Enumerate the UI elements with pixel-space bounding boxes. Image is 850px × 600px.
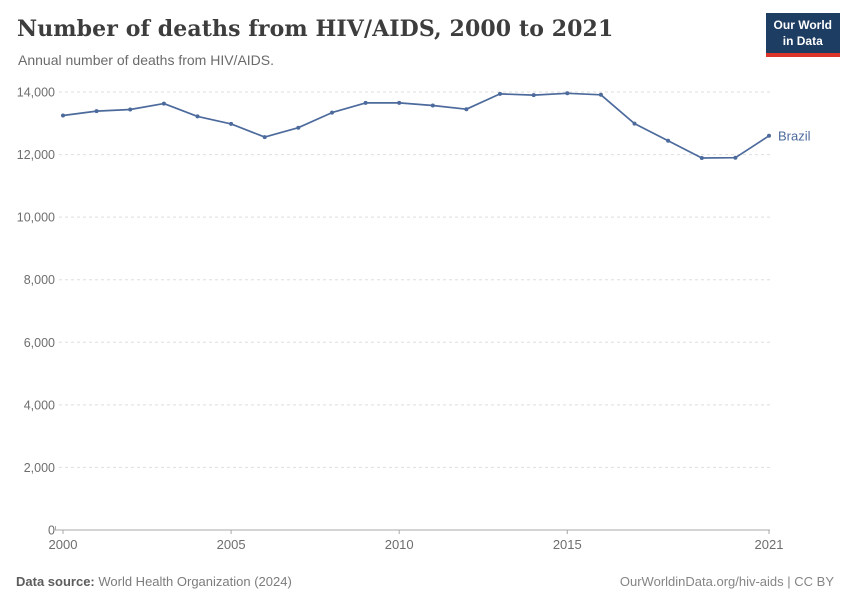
data-point[interactable] <box>430 103 435 108</box>
data-point[interactable] <box>733 155 738 160</box>
data-point[interactable] <box>767 133 771 138</box>
data-source: Data source: World Health Organization (… <box>16 574 292 589</box>
y-tick-label: 10,000 <box>17 211 55 225</box>
owid-logo[interactable]: Our World in Data <box>765 13 840 58</box>
y-tick-label: 12,000 <box>17 148 55 162</box>
owid-logo-line1: Our World <box>773 18 832 32</box>
data-point[interactable] <box>666 138 671 143</box>
data-point[interactable] <box>128 107 133 112</box>
data-point[interactable] <box>195 114 200 119</box>
data-point[interactable] <box>363 100 368 105</box>
y-tick-label: 2,000 <box>24 461 55 475</box>
data-point[interactable] <box>531 93 536 98</box>
data-point[interactable] <box>229 121 234 126</box>
data-point[interactable] <box>161 101 166 106</box>
data-point[interactable] <box>330 110 334 115</box>
data-source-value: World Health Organization (2024) <box>94 574 292 589</box>
series-line-brazil[interactable] <box>62 92 770 159</box>
data-point[interactable] <box>94 109 99 114</box>
series-end-label[interactable]: Brazil <box>778 128 811 143</box>
y-tick-label: 8,000 <box>24 273 55 287</box>
y-tick-label: 14,000 <box>17 86 55 100</box>
x-tick-label: 2000 <box>49 537 78 552</box>
y-tick-label: 6,000 <box>24 336 55 350</box>
data-point[interactable] <box>464 107 469 112</box>
page-title: Number of deaths from HIV/AIDS, 2000 to … <box>17 16 614 42</box>
x-tick-label: 2015 <box>553 537 582 552</box>
x-tick-label: 2010 <box>385 537 414 552</box>
data-point[interactable] <box>598 92 603 97</box>
data-point[interactable] <box>296 125 301 130</box>
footer: Data source: World Health Organization (… <box>16 574 834 589</box>
data-point[interactable] <box>699 156 704 160</box>
y-tick-label: 4,000 <box>24 398 55 412</box>
data-point[interactable] <box>565 91 570 96</box>
data-point[interactable] <box>262 135 267 140</box>
data-point[interactable] <box>397 100 402 105</box>
y-tick-label: 0 <box>48 524 55 538</box>
x-tick-label: 2005 <box>217 537 246 552</box>
x-tick-label: 2021 <box>755 537 784 552</box>
data-point[interactable] <box>632 121 637 126</box>
data-point[interactable] <box>61 113 65 118</box>
footer-link[interactable]: OurWorldinData.org/hiv-aids | CC BY <box>619 574 834 589</box>
owid-logo-line2: in Data <box>782 33 823 48</box>
data-point[interactable] <box>498 91 502 96</box>
data-source-label: Data source: <box>16 574 95 589</box>
page-subtitle: Annual number of deaths from HIV/AIDS. <box>18 52 275 68</box>
